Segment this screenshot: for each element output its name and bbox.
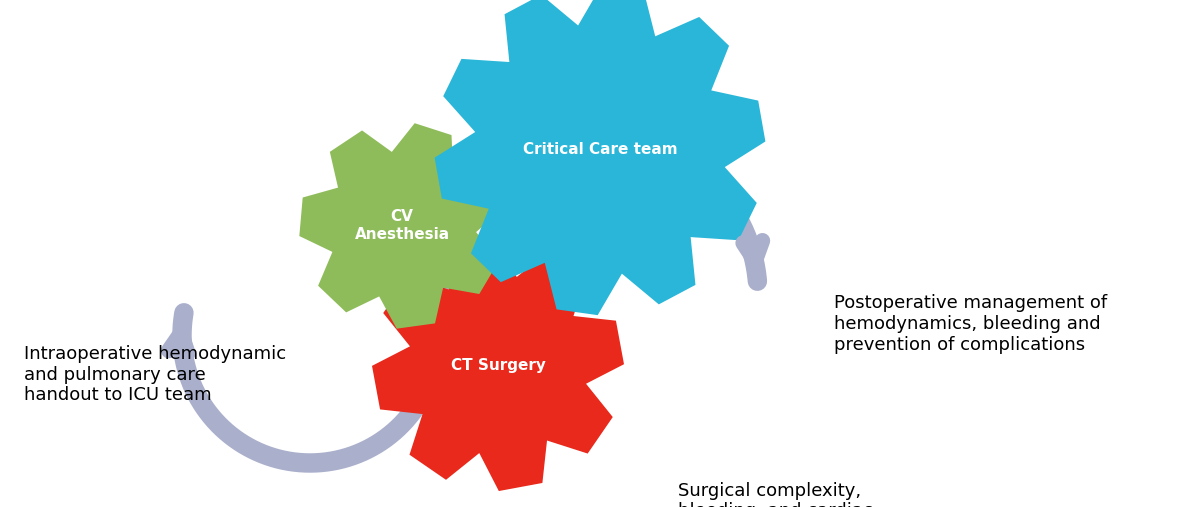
- Text: Surgical complexity,
bleeding, and cardiac
function: Surgical complexity, bleeding, and cardi…: [678, 482, 872, 507]
- Polygon shape: [434, 0, 766, 315]
- Text: CV
Anesthesia: CV Anesthesia: [354, 209, 450, 242]
- Polygon shape: [372, 239, 624, 491]
- Text: Critical Care team: Critical Care team: [523, 142, 677, 157]
- Text: Postoperative management of
hemodynamics, bleeding and
prevention of complicatio: Postoperative management of hemodynamics…: [834, 294, 1108, 354]
- Text: CT Surgery: CT Surgery: [450, 357, 546, 373]
- Polygon shape: [299, 123, 504, 329]
- Text: Intraoperative hemodynamic
and pulmonary care
handout to ICU team: Intraoperative hemodynamic and pulmonary…: [24, 345, 286, 405]
